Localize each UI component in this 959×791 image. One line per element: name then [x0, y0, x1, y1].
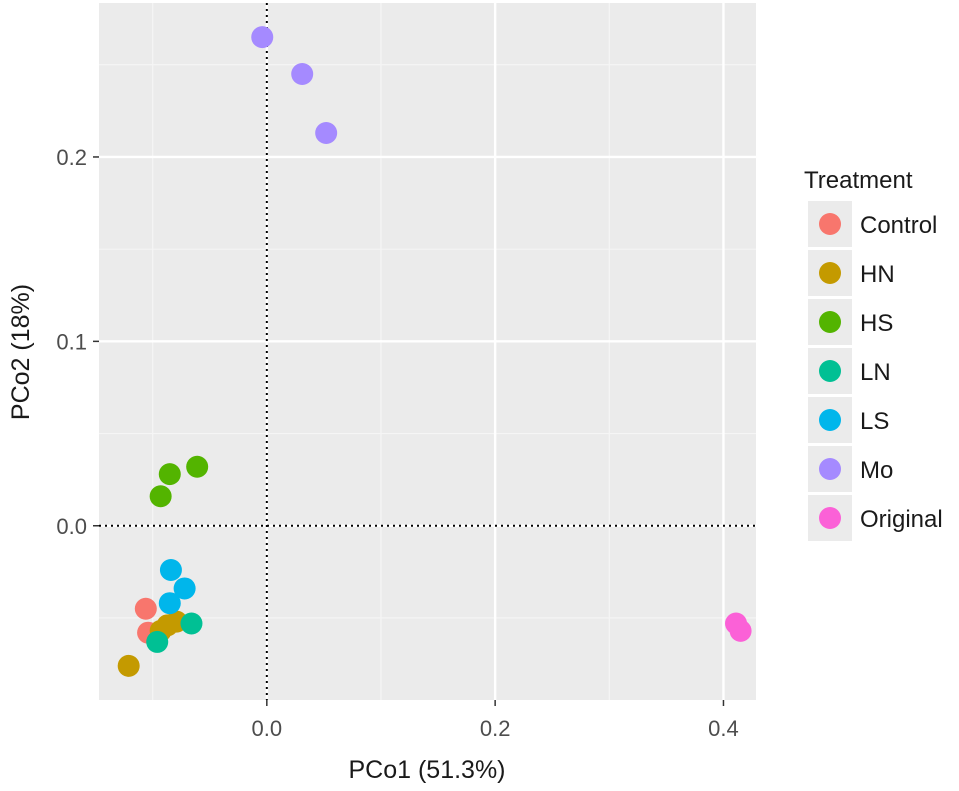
- x-axis-title: PCo1 (51.3%): [348, 756, 505, 784]
- legend-key-original: [819, 507, 841, 529]
- y-tick-label: 0.2: [56, 145, 87, 170]
- legend-key-hs: [819, 311, 841, 333]
- legend-key-ln: [819, 360, 841, 382]
- data-points: [117, 26, 752, 677]
- legend-title: Treatment: [804, 167, 913, 194]
- y-tick-label: 0.0: [56, 514, 87, 539]
- point-original: [729, 619, 752, 642]
- point-ln: [180, 612, 203, 635]
- point-hs: [186, 455, 209, 478]
- legend-key-control: [819, 213, 841, 235]
- x-tick-label: 0.2: [480, 716, 511, 741]
- legend-key-mo: [819, 458, 841, 480]
- point-hn: [117, 654, 140, 677]
- legend-label-ls: LS: [860, 408, 889, 435]
- reference-lines: [99, 3, 756, 700]
- legend-label-hs: HS: [860, 310, 893, 337]
- point-control: [134, 597, 157, 620]
- point-mo: [291, 62, 314, 85]
- y-tick-label: 0.1: [56, 329, 87, 354]
- legend-key-hn: [819, 262, 841, 284]
- legend-label-control: Control: [860, 212, 937, 239]
- legend-label-ln: LN: [860, 359, 891, 386]
- point-mo: [251, 26, 274, 49]
- x-tick-label: 0.4: [708, 716, 739, 741]
- point-ls: [159, 559, 182, 582]
- legend-label-hn: HN: [860, 261, 895, 288]
- point-mo: [315, 121, 338, 144]
- x-axis: 0.0 0.2 0.4: [252, 700, 739, 741]
- x-tick-label: 0.0: [252, 716, 283, 741]
- legend: Treatment Control HN HS LN LS Mo Original: [804, 167, 943, 541]
- point-ls: [158, 592, 181, 615]
- legend-label-original: Original: [860, 506, 943, 533]
- legend-key-ls: [819, 409, 841, 431]
- point-ln: [146, 630, 169, 653]
- point-ls: [173, 577, 196, 600]
- plot-panel: [99, 3, 756, 700]
- grid-minor: [99, 3, 756, 700]
- point-hs: [149, 485, 172, 508]
- legend-label-mo: Mo: [860, 457, 893, 484]
- y-axis-title: PCo2 (18%): [7, 284, 35, 420]
- y-axis: 0.0 0.1 0.2: [56, 145, 99, 539]
- point-hs: [158, 463, 181, 486]
